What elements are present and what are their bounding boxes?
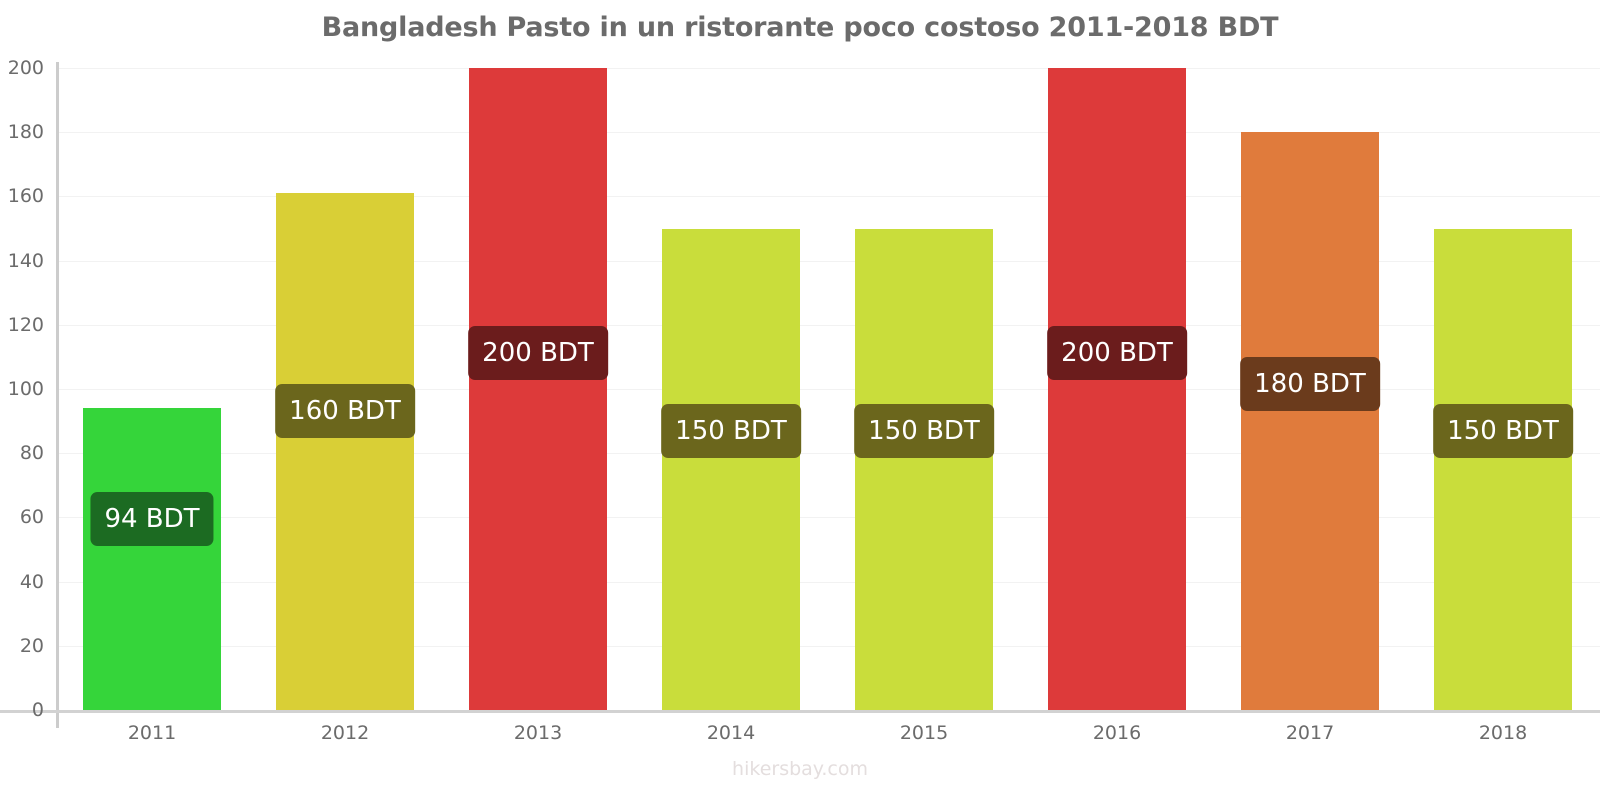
x-tick-label-2017: 2017 (1285, 722, 1335, 744)
gridline-120 (56, 324, 1600, 326)
x-tick-label-2011: 2011 (127, 722, 177, 744)
bar-value-label-2015: 150 BDT (854, 404, 994, 458)
x-tick-label-2014: 2014 (706, 722, 756, 744)
y-tick-label-60: 60 (19, 506, 44, 529)
bar-2017[interactable] (1241, 132, 1379, 710)
gridline-160 (56, 196, 1600, 198)
y-tick-label-0: 0 (31, 699, 44, 721)
gridline-20 (56, 645, 1600, 647)
x-tick-label-2016: 2016 (1092, 722, 1142, 744)
bar-2015[interactable] (855, 228, 993, 710)
bar-value-label-2016: 200 BDT (1047, 326, 1187, 380)
bar-2013[interactable] (469, 68, 607, 710)
y-tick-label-40: 40 (19, 570, 44, 593)
bar-value-label-2017: 180 BDT (1240, 357, 1380, 411)
bar-value-label-2013: 200 BDT (468, 326, 608, 380)
x-tick-label-2018: 2018 (1478, 722, 1528, 744)
bar-2011[interactable] (83, 408, 221, 710)
gridline-200 (56, 68, 1600, 69)
y-tick-label-80: 80 (19, 442, 44, 465)
plot-area: 94 BDT 160 BDT 200 BDT 150 BDT 150 BDT 200 BD… (56, 68, 1600, 710)
bar-2018[interactable] (1434, 228, 1572, 710)
y-tick-label-120: 120 (7, 313, 44, 336)
bar-value-label-2014: 150 BDT (661, 404, 801, 458)
gridline-40 (56, 581, 1600, 583)
chart-title: Bangladesh Pasto in un ristorante poco c… (321, 12, 1279, 43)
bar-value-label-2011: 94 BDT (90, 492, 214, 546)
y-tick-label-180: 180 (7, 121, 44, 144)
gridline-100 (56, 389, 1600, 390)
gridline-140 (56, 260, 1600, 262)
bar-value-label-2018: 150 BDT (1433, 404, 1573, 458)
x-tick-label-2015: 2015 (899, 722, 949, 744)
gridline-180 (56, 132, 1600, 134)
y-tick-label-160: 160 (7, 185, 44, 208)
x-axis-line (0, 710, 1600, 713)
y-tick-label-200: 200 (7, 57, 44, 79)
y-axis-line (56, 62, 59, 728)
gridline-60 (56, 517, 1600, 519)
y-tick-label-20: 20 (19, 634, 44, 657)
gridline-80 (56, 453, 1600, 455)
x-tick-label-2013: 2013 (513, 722, 563, 744)
bar-2012[interactable] (276, 193, 414, 710)
watermark-label: hikersbay.com (732, 758, 868, 780)
y-tick-label-100: 100 (7, 378, 44, 400)
bar-2014[interactable] (662, 228, 800, 710)
bar-value-label-2012: 160 BDT (275, 384, 415, 438)
y-tick-label-140: 140 (7, 249, 44, 272)
x-tick-label-2012: 2012 (320, 722, 370, 744)
bar-2016[interactable] (1048, 68, 1186, 710)
